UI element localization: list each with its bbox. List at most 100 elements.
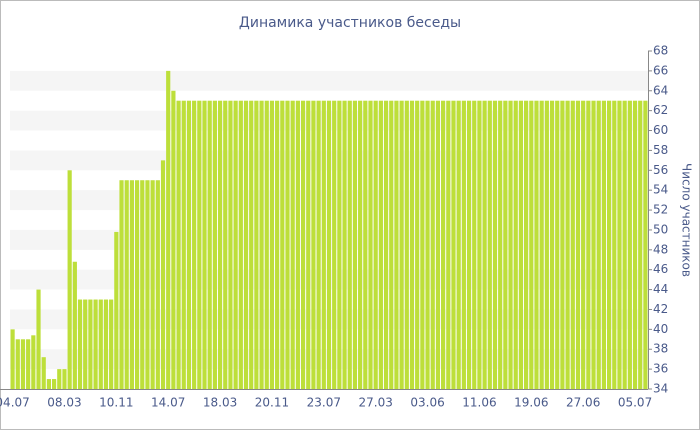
bar — [72, 261, 77, 389]
bar — [399, 100, 404, 390]
bar — [114, 231, 119, 389]
x-tick-label: 27.03 — [359, 396, 393, 410]
bar — [518, 100, 524, 390]
bar — [31, 335, 36, 389]
x-tick-label: 14.07 — [151, 396, 185, 410]
bar — [15, 339, 20, 389]
x-tick-label: 03.06 — [410, 396, 444, 410]
bar — [389, 100, 394, 390]
bar — [425, 100, 430, 390]
y-tick-label: 62 — [653, 103, 668, 117]
bar — [472, 100, 477, 390]
bar — [129, 180, 134, 389]
bar — [513, 100, 518, 390]
bar — [394, 100, 399, 390]
y-tick-label: 58 — [653, 143, 668, 157]
bar — [83, 299, 88, 389]
bar — [555, 100, 560, 390]
bar — [409, 100, 415, 390]
bar — [643, 100, 648, 390]
bar — [627, 100, 632, 390]
bar — [638, 100, 643, 390]
bar — [383, 100, 389, 390]
bar — [570, 100, 575, 390]
bar — [446, 100, 451, 390]
bar — [197, 100, 202, 390]
bar — [575, 100, 581, 390]
bar — [332, 100, 337, 390]
bar — [186, 100, 192, 390]
bar — [549, 100, 555, 390]
bar — [176, 100, 181, 390]
bar — [612, 100, 617, 390]
bar — [166, 70, 171, 389]
bar — [586, 100, 591, 390]
bar — [415, 100, 420, 390]
bar — [155, 180, 160, 389]
y-tick-label: 44 — [653, 282, 668, 296]
bar — [181, 100, 186, 390]
bar — [596, 100, 601, 390]
bar — [498, 100, 503, 390]
bar — [632, 100, 638, 390]
bar — [93, 299, 98, 389]
bar — [20, 339, 26, 389]
bar — [524, 100, 529, 390]
x-tick-label: 05.07 — [618, 396, 652, 410]
bar — [435, 100, 441, 390]
bar — [46, 379, 51, 389]
y-tick-label: 60 — [653, 123, 668, 137]
bar — [607, 100, 612, 390]
bar — [456, 100, 461, 390]
bar — [140, 180, 145, 389]
x-tick-label: 08.03 — [47, 396, 81, 410]
bar — [202, 100, 207, 390]
bar — [539, 100, 544, 390]
bar — [103, 299, 109, 389]
bar — [212, 100, 217, 390]
x-tick-label: 19.06 — [514, 396, 548, 410]
chart-title: Динамика участников беседы — [239, 15, 461, 31]
bar — [492, 100, 498, 390]
bar — [119, 180, 124, 389]
x-tick-label: 11.06 — [462, 396, 496, 410]
bar — [316, 100, 321, 390]
grid-band — [10, 70, 648, 91]
y-tick-label: 68 — [653, 44, 668, 58]
bar — [622, 100, 627, 390]
y-tick-label: 54 — [653, 183, 668, 197]
y-tick-label: 46 — [653, 262, 668, 276]
bar — [404, 100, 409, 390]
y-tick-label: 56 — [653, 163, 668, 177]
bar — [482, 100, 487, 390]
bar — [378, 100, 383, 390]
bar — [326, 100, 332, 390]
bar — [601, 100, 607, 390]
bar — [565, 100, 570, 390]
bar — [67, 170, 72, 389]
bar — [290, 100, 295, 390]
bar — [160, 160, 166, 389]
bar — [347, 100, 352, 390]
bar — [223, 100, 228, 390]
bar — [285, 100, 290, 390]
bar — [311, 100, 316, 390]
y-tick-label: 40 — [653, 322, 668, 336]
bar — [487, 100, 492, 390]
bar — [254, 100, 259, 390]
bar — [238, 100, 243, 390]
y-tick-label: 48 — [653, 242, 668, 256]
bar — [150, 180, 155, 389]
bar — [581, 100, 586, 390]
y-tick-label: 64 — [653, 83, 668, 97]
bar — [544, 100, 549, 390]
bar — [466, 100, 472, 390]
x-tick-label: 27.06 — [566, 396, 600, 410]
bar — [145, 180, 150, 389]
y-tick-label: 34 — [653, 382, 668, 396]
bar — [352, 100, 358, 390]
y-tick-label: 38 — [653, 342, 668, 356]
bar — [503, 100, 508, 390]
bar — [36, 289, 41, 389]
